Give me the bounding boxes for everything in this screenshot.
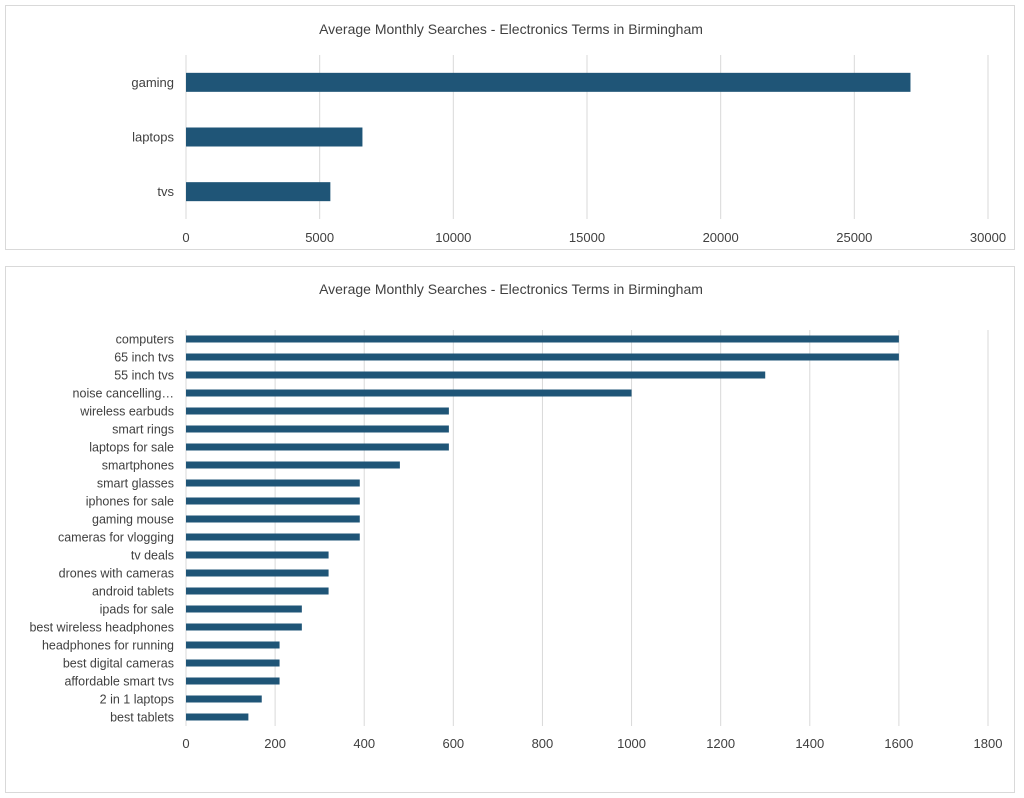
bar <box>186 461 400 469</box>
category-label: 55 inch tvs <box>114 368 174 382</box>
category-label: best tablets <box>110 710 174 724</box>
bar <box>186 479 360 487</box>
category-label: best wireless headphones <box>29 620 174 634</box>
x-tick-label: 0 <box>182 736 189 751</box>
x-tick-label: 0 <box>182 230 189 245</box>
bar <box>186 515 360 523</box>
x-tick-label: 15000 <box>569 230 605 245</box>
category-label: cameras for vlogging <box>58 530 174 544</box>
category-label: noise cancelling… <box>73 386 174 400</box>
category-label: gaming mouse <box>92 512 174 526</box>
category-label: laptops for sale <box>89 440 174 454</box>
bar <box>186 695 262 703</box>
chart-panel-bottom: Average Monthly Searches - Electronics T… <box>5 266 1015 793</box>
bar <box>186 72 911 92</box>
x-tick-label: 200 <box>264 736 286 751</box>
x-tick-label: 5000 <box>305 230 334 245</box>
category-label: smart rings <box>112 422 174 436</box>
chart-panel-top: Average Monthly Searches - Electronics T… <box>5 5 1015 250</box>
bar <box>186 127 363 147</box>
bar <box>186 335 899 343</box>
category-label: laptops <box>132 130 174 145</box>
bar <box>186 677 280 685</box>
bar <box>186 551 329 559</box>
category-label: best digital cameras <box>63 656 174 670</box>
bar <box>186 443 449 451</box>
bar <box>186 623 302 631</box>
bar <box>186 641 280 649</box>
bar <box>186 353 899 361</box>
x-tick-label: 1600 <box>884 736 913 751</box>
chart-top: Average Monthly Searches - Electronics T… <box>131 21 1006 245</box>
x-tick-label: 400 <box>353 736 375 751</box>
category-label: ipads for sale <box>100 602 174 616</box>
category-label: gaming <box>131 75 174 90</box>
category-label: affordable smart tvs <box>64 674 174 688</box>
x-tick-label: 800 <box>532 736 554 751</box>
chart-bottom: Average Monthly Searches - Electronics T… <box>29 281 1003 751</box>
bar <box>186 533 360 541</box>
chart-title: Average Monthly Searches - Electronics T… <box>319 281 703 297</box>
category-label: smart glasses <box>97 476 174 490</box>
category-label: 65 inch tvs <box>114 350 174 364</box>
bar <box>186 182 331 202</box>
bar <box>186 605 302 613</box>
x-tick-label: 25000 <box>836 230 872 245</box>
x-tick-label: 1800 <box>974 736 1003 751</box>
category-label: drones with cameras <box>59 566 174 580</box>
bar <box>186 497 360 505</box>
category-label: 2 in 1 laptops <box>100 692 174 706</box>
category-label: wireless earbuds <box>79 404 174 418</box>
category-label: smartphones <box>102 458 174 472</box>
bar <box>186 371 766 379</box>
x-tick-label: 1400 <box>795 736 824 751</box>
bar <box>186 425 449 433</box>
category-label: android tablets <box>92 584 174 598</box>
bar <box>186 407 449 415</box>
bar <box>186 389 632 397</box>
category-label: computers <box>116 332 174 346</box>
category-label: iphones for sale <box>86 494 174 508</box>
chart-title: Average Monthly Searches - Electronics T… <box>319 21 703 37</box>
x-tick-label: 20000 <box>703 230 739 245</box>
bar <box>186 659 280 667</box>
x-tick-label: 30000 <box>970 230 1006 245</box>
bar <box>186 713 249 721</box>
x-tick-label: 600 <box>442 736 464 751</box>
x-tick-label: 1200 <box>706 736 735 751</box>
bar <box>186 587 329 595</box>
category-label: tvs <box>157 184 174 199</box>
x-tick-label: 10000 <box>435 230 471 245</box>
bar <box>186 569 329 577</box>
category-label: headphones for running <box>42 638 174 652</box>
x-tick-label: 1000 <box>617 736 646 751</box>
category-label: tv deals <box>131 548 174 562</box>
